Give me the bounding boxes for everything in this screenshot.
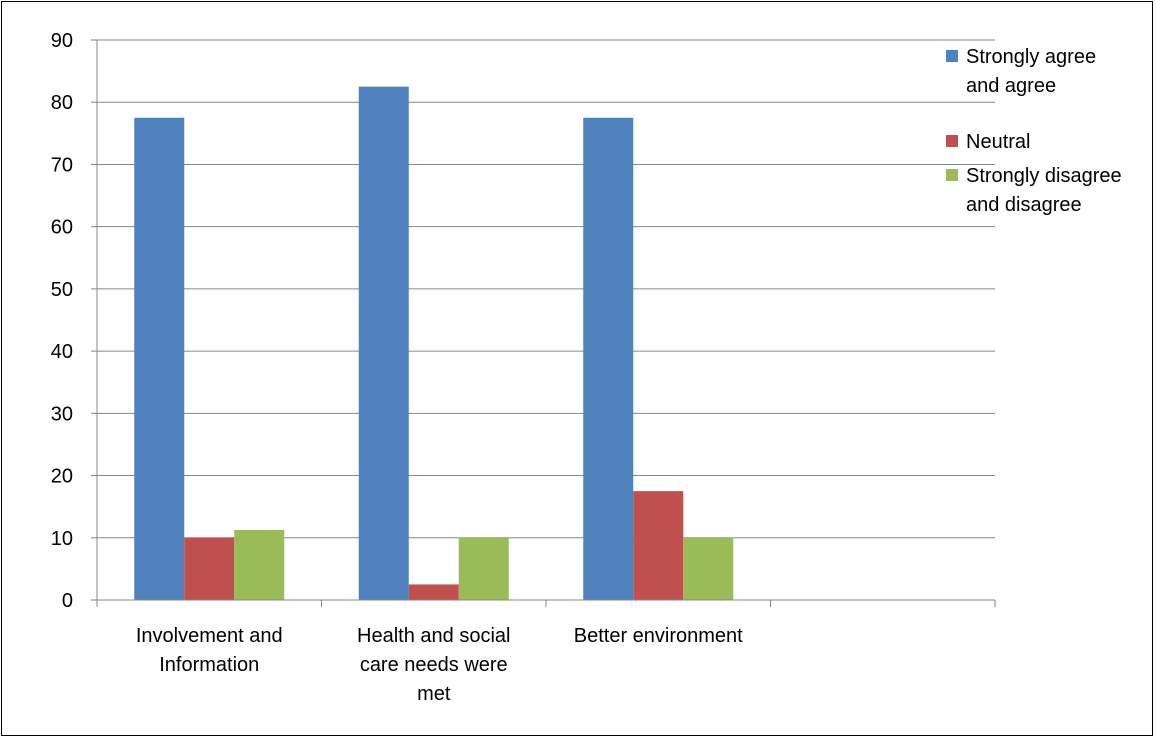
y-tick-label: 50 (51, 279, 73, 301)
bar (234, 530, 285, 600)
legend-swatch (946, 169, 958, 181)
x-tick-label: Information (159, 654, 259, 676)
legend: Strongly agree and agree Neutral Strongly d… (946, 46, 1122, 216)
bar (583, 117, 634, 601)
bar (633, 491, 684, 600)
bar (408, 584, 459, 600)
legend-label: and disagree (966, 194, 1082, 216)
legend-label: and agree (966, 75, 1056, 97)
legend-swatch (946, 135, 958, 147)
x-tick-label: care needs were (360, 654, 508, 676)
y-tick-label: 10 (51, 528, 73, 550)
legend-swatch (946, 50, 958, 62)
x-tick-label: Health and social (357, 625, 510, 647)
axes (91, 39, 996, 607)
bar (134, 117, 185, 601)
bar (683, 537, 734, 600)
bar (458, 537, 509, 600)
y-tick-label: 20 (51, 466, 73, 488)
x-tick-label: Involvement and (136, 625, 283, 647)
category-labels: Involvement and Information Health and soc… (136, 625, 743, 705)
y-tick-label: 0 (62, 590, 73, 612)
legend-label: Strongly disagree (966, 165, 1122, 187)
y-tick-label: 30 (51, 403, 73, 425)
bars (134, 86, 734, 601)
y-tick-label: 60 (51, 217, 73, 239)
legend-label: Neutral (966, 131, 1030, 153)
x-tick-label: Better environment (574, 625, 743, 647)
y-tick-label: 40 (51, 341, 73, 363)
y-tick-label: 70 (51, 154, 73, 176)
bar (184, 537, 235, 600)
x-tick-label: met (417, 683, 451, 705)
y-tick-labels: 0 10 20 30 40 50 60 70 80 90 (51, 30, 73, 612)
y-tick-label: 90 (51, 30, 73, 52)
gridlines (97, 39, 995, 539)
bar (358, 86, 409, 600)
y-tick-label: 80 (51, 92, 73, 114)
legend-label: Strongly agree (966, 46, 1096, 68)
